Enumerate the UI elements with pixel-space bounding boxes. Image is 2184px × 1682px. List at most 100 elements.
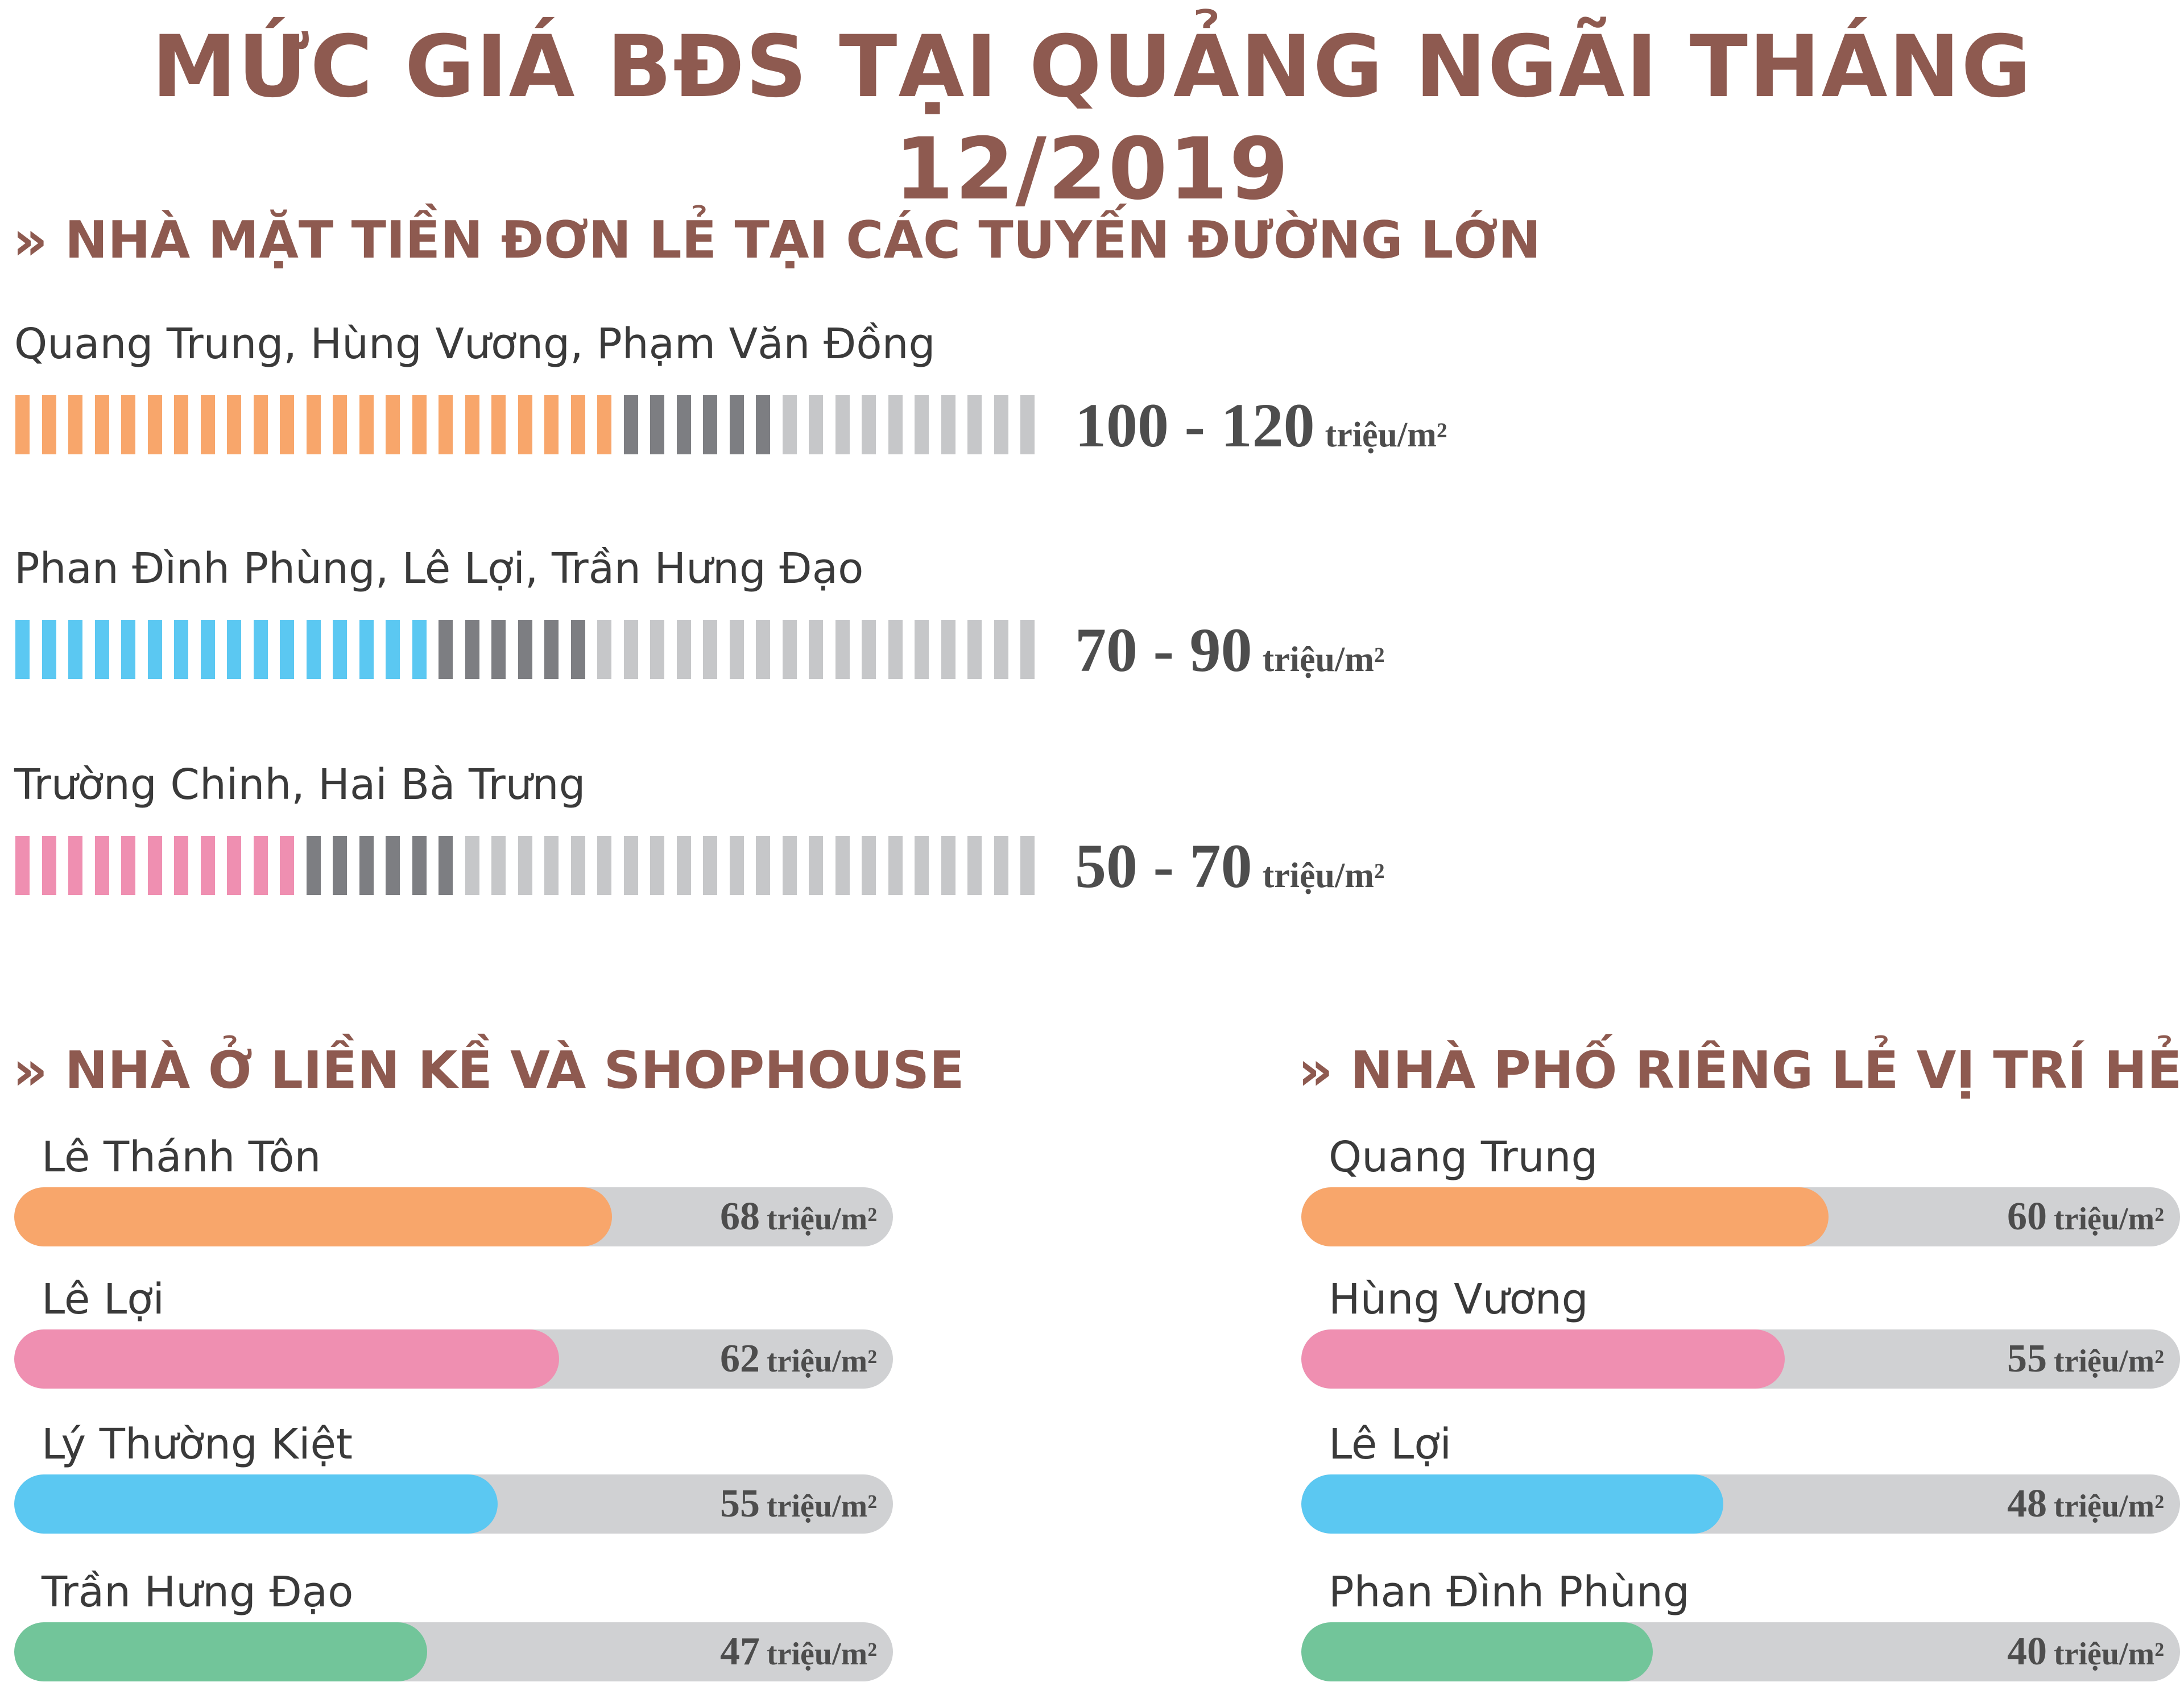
double-chevron-icon: »	[13, 209, 48, 272]
price-unit: triệu/m²	[1262, 640, 1385, 679]
bar-tick	[227, 620, 241, 679]
page-title: MỨC GIÁ BĐS TẠI QUẢNG NGÃI THÁNG 12/2019	[151, 18, 2033, 219]
bar-tick	[544, 395, 559, 454]
price-bar-track: 55 triệu/m²	[1301, 1329, 2180, 1389]
bar-tick	[227, 395, 241, 454]
bar-tick	[809, 836, 823, 895]
street-label: Phan Đình Phùng	[1329, 1568, 1690, 1617]
bar-tick	[941, 620, 956, 679]
price-bar	[14, 1187, 612, 1246]
bar-tick	[597, 620, 611, 679]
bar-tick	[1020, 620, 1035, 679]
price-range-bar	[15, 395, 1039, 454]
bar-tick	[359, 836, 374, 895]
price-bar	[1301, 1187, 1829, 1246]
bar-tick	[147, 620, 162, 679]
bar-tick	[465, 620, 479, 679]
price-value: 55	[2007, 1337, 2047, 1381]
price-value: 68	[719, 1195, 760, 1238]
bar-tick	[306, 620, 321, 679]
price-range-bar	[15, 620, 1039, 679]
bar-tick	[386, 836, 400, 895]
bar-tick	[941, 395, 956, 454]
bar-tick	[174, 395, 188, 454]
bar-tick	[967, 836, 982, 895]
bar-tick	[121, 395, 135, 454]
bar-tick	[227, 836, 241, 895]
price-bar	[14, 1474, 498, 1534]
bar-tick	[94, 395, 109, 454]
bar-tick	[518, 836, 532, 895]
price-unit: triệu/m²	[766, 1489, 877, 1524]
price-value: 40	[2007, 1630, 2047, 1673]
bar-tick	[439, 836, 453, 895]
bar-tick	[42, 836, 56, 895]
section-heading-alley: » NHÀ PHỐ RIÊNG LẺ VỊ TRÍ HẺM	[1298, 1039, 2184, 1102]
street-label: Quang Trung	[1329, 1133, 1598, 1182]
bar-tick	[597, 836, 611, 895]
bar-tick	[729, 836, 744, 895]
bar-tick	[15, 395, 30, 454]
price-value-label: 55 triệu/m²	[720, 1474, 877, 1534]
price-bar-track: 40 triệu/m²	[1301, 1622, 2180, 1681]
street-label: Trần Hưng Đạo	[42, 1568, 354, 1617]
bar-tick	[518, 395, 532, 454]
bar-tick	[862, 836, 876, 895]
price-value: 50 - 70	[1075, 831, 1252, 901]
bar-tick	[491, 395, 506, 454]
bar-tick	[465, 836, 479, 895]
price-range-bar	[15, 836, 1039, 895]
price-bar	[1301, 1622, 1653, 1681]
bar-tick	[650, 836, 664, 895]
bar-tick	[915, 836, 929, 895]
price-bar-track: 62 triệu/m²	[14, 1329, 893, 1389]
bar-tick	[676, 620, 691, 679]
bar-tick	[121, 836, 135, 895]
bar-tick	[359, 620, 374, 679]
price-bar-track: 48 triệu/m²	[1301, 1474, 2180, 1534]
bar-tick	[888, 620, 903, 679]
bar-tick	[915, 395, 929, 454]
price-value-label: 68 triệu/m²	[720, 1187, 877, 1246]
bar-tick	[570, 620, 585, 679]
bar-tick	[94, 620, 109, 679]
bar-tick	[570, 836, 585, 895]
bar-tick	[15, 836, 30, 895]
price-unit: triệu/m²	[766, 1637, 877, 1672]
bar-tick	[835, 836, 850, 895]
price-unit: triệu/m²	[2053, 1637, 2164, 1672]
price-unit: triệu/m²	[1262, 856, 1385, 895]
bar-tick	[200, 836, 215, 895]
price-value-label: 70 - 90 triệu/m²	[1075, 616, 1385, 694]
bar-tick	[280, 620, 294, 679]
bar-tick	[68, 395, 82, 454]
bar-tick	[121, 620, 135, 679]
bar-tick	[835, 620, 850, 679]
bar-tick	[862, 620, 876, 679]
bar-tick	[544, 836, 559, 895]
bar-tick	[941, 836, 956, 895]
section-title-alley: NHÀ PHỐ RIÊNG LẺ VỊ TRÍ HẺM	[1350, 1041, 2184, 1100]
price-value: 62	[719, 1337, 760, 1381]
price-bar-track: 68 triệu/m²	[14, 1187, 893, 1246]
bar-tick	[306, 395, 321, 454]
price-value: 55	[719, 1482, 760, 1526]
bar-tick	[729, 620, 744, 679]
price-bar-track: 60 triệu/m²	[1301, 1187, 2180, 1246]
bar-tick	[15, 620, 30, 679]
price-bar	[14, 1329, 559, 1389]
bar-tick	[756, 836, 770, 895]
bar-tick	[333, 620, 347, 679]
double-chevron-icon: »	[13, 1039, 48, 1103]
price-value-label: 55 triệu/m²	[2007, 1329, 2164, 1389]
price-value-label: 40 triệu/m²	[2007, 1622, 2164, 1681]
price-value: 60	[2007, 1195, 2047, 1238]
bar-tick	[412, 620, 427, 679]
price-unit: triệu/m²	[2053, 1489, 2164, 1524]
bar-tick	[333, 836, 347, 895]
street-label: Lê Lợi	[1329, 1420, 1452, 1469]
bar-tick	[888, 836, 903, 895]
price-value-label: 60 triệu/m²	[2007, 1187, 2164, 1246]
price-value: 100 - 120	[1075, 391, 1315, 460]
price-value-label: 62 triệu/m²	[720, 1329, 877, 1389]
